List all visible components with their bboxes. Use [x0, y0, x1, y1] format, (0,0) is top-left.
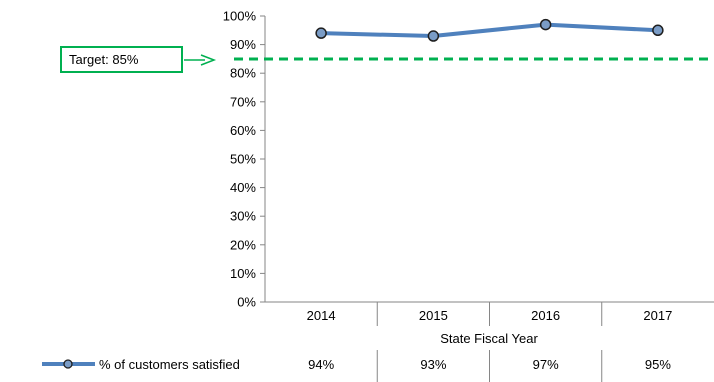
y-tick-label: 90%	[230, 37, 256, 52]
target-label: Target: 85%	[69, 52, 139, 67]
target-arrow-head	[200, 54, 217, 66]
y-tick-label: 60%	[230, 123, 256, 138]
legend-series-name: % of customers satisfied	[99, 357, 240, 372]
y-tick-label: 80%	[230, 66, 256, 81]
y-tick-label: 0%	[237, 295, 256, 310]
series-line	[319, 22, 660, 39]
y-tick-label: 30%	[230, 209, 256, 224]
gridlines	[376, 302, 603, 382]
data-table-value: 95%	[645, 357, 671, 372]
y-tick-label: 20%	[230, 237, 256, 252]
x-category-label: 2016	[531, 308, 560, 323]
target-annotation: Target: 85%	[60, 46, 714, 73]
y-tick-label: 100%	[223, 9, 257, 24]
data-table-value: 93%	[420, 357, 446, 372]
legend-data-table: % of customers satisfied	[42, 357, 240, 372]
y-tick-label: 10%	[230, 266, 256, 281]
data-table-values: 94% 93% 97% 95%	[308, 357, 671, 372]
target-label-box	[60, 46, 183, 73]
data-point	[427, 30, 440, 42]
x-category-label: 2017	[643, 308, 672, 323]
legend-marker-swatch	[63, 359, 73, 369]
data-point	[539, 18, 552, 31]
y-tick-label: 50%	[230, 152, 256, 167]
x-category-label: 2015	[419, 308, 448, 323]
y-tick-label: 40%	[230, 180, 256, 195]
x-category-labels: 2014 2015 2016 2017	[307, 308, 673, 323]
data-table-value: 94%	[308, 357, 334, 372]
series-layer	[315, 18, 664, 42]
x-category-label: 2014	[307, 308, 336, 323]
data-point	[652, 24, 664, 37]
x-axis-title: State Fiscal Year	[440, 331, 538, 346]
data-table-value: 97%	[533, 357, 559, 372]
y-tick-labels: 0% 10% 20% 30% 40% 50% 60% 70% 80% 90% 100%	[223, 9, 265, 310]
data-point	[315, 27, 327, 39]
y-tick-label: 70%	[230, 94, 256, 109]
